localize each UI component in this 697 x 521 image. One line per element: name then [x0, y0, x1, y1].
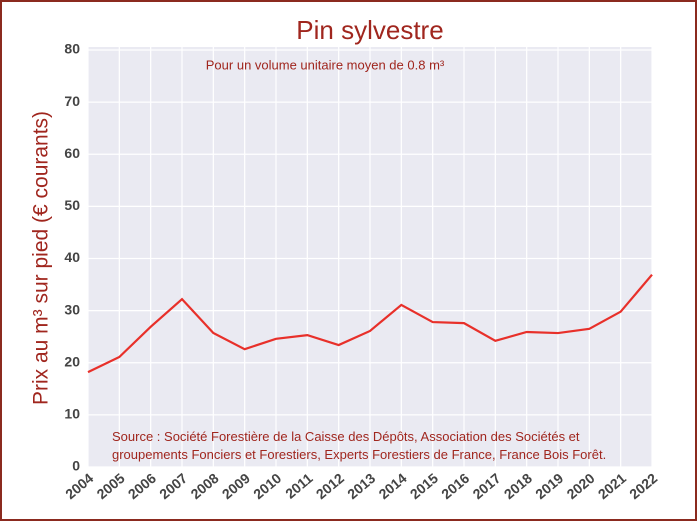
y-tick-label: 0	[72, 458, 80, 474]
y-tick-label: 40	[64, 249, 80, 265]
line-series	[87, 273, 653, 374]
chart-title: Pin sylvestre	[296, 15, 443, 45]
y-tick-label: 20	[64, 353, 80, 369]
subtitle: Pour un volume unitaire moyen de 0.8 m³	[206, 57, 445, 72]
y-axis-label: Prix au m³ sur pied (€ courants)	[30, 111, 53, 405]
y-tick-label: 80	[64, 41, 80, 57]
y-tick-label: 60	[64, 145, 80, 161]
y-tick-label: 50	[64, 197, 80, 213]
annotation: Source : Société Forestière de la Caisse…	[112, 429, 607, 462]
y-tick-label: 10	[64, 406, 80, 422]
y-tick-label: 30	[64, 301, 80, 317]
y-tick-label: 70	[64, 93, 80, 109]
annotation-box: Source : Société Forestière de la Caisse…	[112, 429, 607, 462]
